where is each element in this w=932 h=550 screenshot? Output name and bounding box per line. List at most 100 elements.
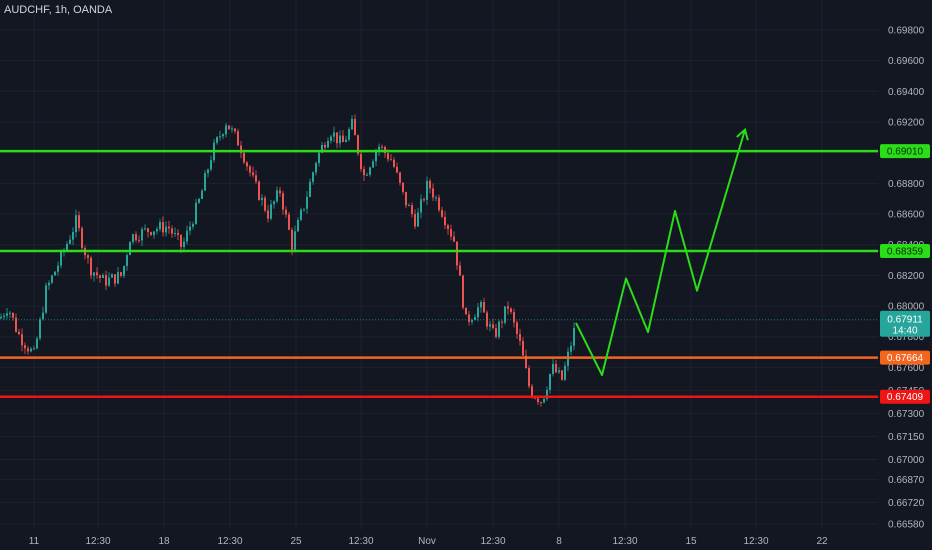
current-price-tag — [880, 310, 930, 337]
candle-body — [282, 193, 284, 210]
candle-body — [54, 271, 56, 276]
candle-body — [180, 234, 182, 248]
candle-body — [315, 162, 317, 173]
candle-body — [75, 215, 77, 233]
level-price-label: 0.68359 — [887, 246, 924, 257]
candle-body — [333, 132, 335, 137]
candle-body — [162, 222, 164, 233]
candle-body — [375, 150, 377, 162]
y-tick-label: 0.68200 — [888, 271, 925, 282]
candle-body — [72, 232, 74, 240]
y-tick-label: 0.67600 — [888, 363, 925, 374]
y-tick-label: 0.68600 — [888, 210, 925, 221]
candle-body — [414, 214, 416, 227]
candle-body — [96, 272, 98, 276]
candle-body — [483, 302, 485, 313]
candle-body — [186, 230, 188, 242]
candle-body — [378, 146, 380, 151]
candle-body — [510, 308, 512, 313]
candle-body — [438, 197, 440, 211]
candle-body — [0, 316, 2, 319]
y-tick-label: 0.68800 — [888, 179, 925, 190]
candle-body — [189, 226, 191, 231]
candle-body — [111, 274, 113, 278]
candle-body — [537, 398, 539, 403]
candle-body — [267, 210, 269, 219]
candle-body — [60, 251, 62, 266]
candle-body — [513, 312, 515, 323]
candle-body — [507, 306, 509, 309]
candle-body — [432, 188, 434, 198]
candle-body — [462, 275, 464, 308]
candle-body — [258, 181, 260, 201]
candle-body — [207, 169, 209, 174]
symbol-title: AUDCHF, 1h, OANDA — [4, 4, 113, 16]
candle-body — [489, 324, 491, 327]
candle-body — [138, 240, 140, 242]
candle-body — [9, 312, 11, 314]
candle-body — [480, 302, 482, 308]
candle-body — [447, 225, 449, 230]
candle-body — [24, 345, 26, 349]
x-tick-label: Nov — [418, 536, 436, 547]
candle-body — [498, 321, 500, 337]
price-axis-background[interactable] — [878, 0, 932, 550]
candle-body — [303, 208, 305, 210]
projection-polyline[interactable] — [575, 129, 746, 377]
candle-body — [276, 190, 278, 202]
y-tick-label: 0.67800 — [888, 332, 925, 343]
candle-body — [399, 172, 401, 183]
candle-body — [6, 313, 8, 316]
x-tick-label: 8 — [556, 536, 562, 547]
candle-body — [477, 307, 479, 318]
y-tick-label: 0.67000 — [888, 455, 925, 466]
candle-body — [528, 368, 530, 387]
candle-body — [456, 241, 458, 266]
candle-body — [372, 161, 374, 168]
candle-body — [504, 306, 506, 323]
candle-body — [192, 223, 194, 227]
candle-body — [243, 152, 245, 163]
candle-body — [546, 389, 548, 399]
candle-body — [177, 233, 179, 235]
candle-body — [321, 144, 323, 153]
candle-body — [522, 340, 524, 356]
candle-body — [339, 135, 341, 144]
y-tick-label: 0.69400 — [888, 87, 925, 98]
candle-body — [147, 228, 149, 233]
candle-body — [570, 345, 572, 352]
y-tick-label: 0.67150 — [888, 432, 925, 443]
projection-path[interactable] — [575, 127, 749, 377]
candle-body — [402, 182, 404, 192]
candle-body — [240, 145, 242, 153]
x-tick-label: 22 — [816, 536, 828, 547]
candle-body — [171, 228, 173, 234]
candle-body — [102, 275, 104, 278]
candle-body — [357, 135, 359, 154]
candle-body — [132, 234, 134, 243]
candle-body — [324, 144, 326, 148]
candle-body — [318, 152, 320, 163]
candle-body — [27, 348, 29, 352]
support-resistance-lines[interactable] — [0, 149, 878, 398]
candle-body — [273, 201, 275, 205]
candle-body — [264, 197, 266, 211]
candle-body — [330, 136, 332, 141]
candle-body — [156, 228, 158, 232]
candle-body — [543, 398, 545, 403]
candle-body — [555, 363, 557, 373]
x-tick-label: 12:30 — [743, 536, 768, 547]
time-axis[interactable]: 11 12:30 18 12:30 25 12:30 Nov 12:30 8 12:30 15 12:… — [29, 536, 828, 547]
candle-body — [87, 255, 89, 258]
candle-body — [474, 317, 476, 321]
countdown-label: 14:40 — [892, 326, 917, 337]
candle-body — [39, 319, 41, 339]
candle-body — [471, 320, 473, 322]
candle-body — [345, 139, 347, 143]
candle-body — [573, 327, 575, 346]
x-tick-label: 12:30 — [85, 536, 110, 547]
candle-body — [3, 315, 5, 317]
grid — [0, 0, 878, 530]
x-tick-label: 25 — [290, 536, 302, 547]
